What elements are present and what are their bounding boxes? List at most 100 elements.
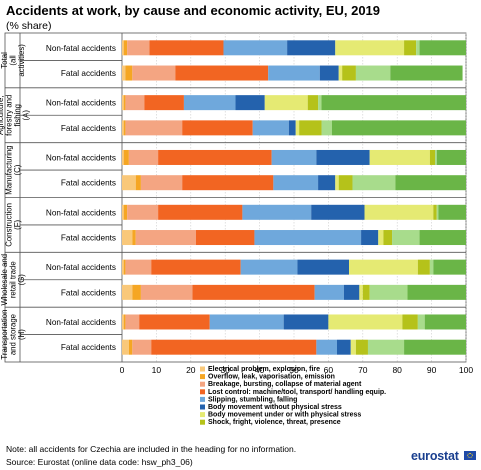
bar-segment — [436, 204, 439, 220]
group-label-line: and storage — [9, 314, 18, 355]
legend-swatch — [200, 396, 205, 402]
bar-segment — [135, 230, 196, 246]
bar-segment — [307, 95, 319, 111]
bar-segment — [139, 314, 210, 330]
chart-source: Source: Eurostat (online data code: hsw_… — [6, 457, 193, 467]
bar-segment — [123, 40, 128, 56]
x-tick-label: 80 — [392, 365, 402, 375]
bar-segment — [135, 175, 141, 191]
bar-segment — [182, 120, 253, 136]
eurostat-logo-text: eurostat — [411, 449, 459, 463]
bar-category-label: Non-fatal accidents — [46, 99, 116, 108]
bar-segment — [151, 259, 241, 275]
bar-segment — [378, 230, 384, 246]
bar-segment — [192, 284, 315, 300]
bar-segment — [321, 120, 332, 136]
bar-segment — [125, 65, 133, 81]
x-tick-label: 50 — [289, 365, 299, 375]
bar-segment — [433, 259, 466, 275]
bar-segment — [390, 65, 463, 81]
bar-segment — [318, 95, 322, 111]
bar-segment — [369, 284, 408, 300]
group-label-line: retail trade — [9, 261, 18, 298]
bar-segment — [240, 259, 298, 275]
bar-segment — [127, 40, 150, 56]
bar-segment — [438, 204, 466, 220]
bar-segment — [268, 65, 320, 81]
bar-segment — [342, 65, 356, 81]
group-label-line: (C) — [13, 164, 22, 175]
bar-segment — [123, 259, 126, 275]
bar-segment — [123, 95, 126, 111]
bar-segment — [419, 40, 466, 56]
bar-segment — [367, 339, 405, 355]
bar-segment — [337, 339, 351, 355]
legend-label: Breakage, bursting, collapse of material… — [208, 381, 362, 388]
group-label-line: (F) — [13, 220, 22, 230]
bar-segment — [123, 120, 126, 136]
bar-segment — [318, 175, 336, 191]
bar-segment — [343, 284, 360, 300]
bar-segment — [299, 120, 322, 136]
bar-segment — [436, 149, 466, 165]
bar-segment — [122, 40, 124, 56]
bar-segment — [252, 120, 289, 136]
bar-segment — [125, 314, 140, 330]
bar-segment — [144, 95, 184, 111]
group-label-line: Wholesale and — [0, 254, 9, 306]
bar-segment — [122, 175, 136, 191]
bar-segment — [122, 65, 126, 81]
bar-category-label: Non-fatal accidents — [46, 263, 116, 272]
bar-segment — [424, 314, 466, 330]
legend-label: Slipping, stumbling, falling — [208, 396, 297, 403]
bar-segment — [123, 149, 129, 165]
bar-segment — [364, 204, 434, 220]
bar-segment — [132, 65, 176, 81]
bar-segment — [416, 40, 420, 56]
bar-segment — [316, 339, 337, 355]
bar-segment — [331, 120, 466, 136]
bar-segment — [361, 230, 379, 246]
bar-segment — [355, 65, 391, 81]
bar-segment — [429, 259, 434, 275]
legend-label: Shock, fright, violence, threat, presenc… — [208, 419, 341, 426]
bar-segment — [402, 314, 418, 330]
legend-swatch — [200, 412, 205, 418]
bar-segment — [132, 284, 141, 300]
x-tick-label: 0 — [120, 365, 125, 375]
bar-segment — [128, 339, 133, 355]
bar-segment — [123, 314, 126, 330]
legend-swatch — [200, 389, 205, 395]
group-label: Construction(F) — [4, 203, 22, 247]
group-label-line: Agriculture, — [0, 96, 5, 135]
bar-segment — [175, 65, 269, 81]
legend-swatch — [200, 381, 205, 387]
bar-category-label: Fatal accidents — [61, 179, 116, 188]
bar-segment — [335, 175, 339, 191]
x-tick-label: 30 — [220, 365, 230, 375]
bar-segment — [183, 95, 236, 111]
bar-segment — [419, 230, 466, 246]
bar-segment — [349, 259, 418, 275]
bar-segment — [122, 284, 133, 300]
bar-segment — [264, 95, 308, 111]
chart-title: Accidents at work, by cause and economic… — [6, 3, 381, 18]
bar-segment — [122, 120, 124, 136]
bar-category-label: Fatal accidents — [61, 69, 116, 78]
bar-segment — [311, 204, 365, 220]
bar-segment — [404, 339, 466, 355]
x-tick-label: 40 — [255, 365, 265, 375]
bar-segment — [122, 339, 129, 355]
bar-segment — [417, 259, 430, 275]
chart-subtitle: (% share) — [6, 20, 52, 32]
bar-segment — [125, 120, 183, 136]
stacked-bar-chart: 0 10 20 30 40 50 60 70 80 90 100Total(allactivitie… — [0, 32, 473, 426]
bar-segment — [321, 95, 466, 111]
legend-swatch — [200, 366, 205, 372]
bar-segment — [151, 339, 317, 355]
bar-segment — [328, 314, 403, 330]
bar-segment — [132, 230, 136, 246]
bar-category-label: Non-fatal accidents — [46, 318, 116, 327]
bar-segment — [295, 120, 300, 136]
legend-label: Electrical problem, explosion, fire — [208, 366, 320, 373]
